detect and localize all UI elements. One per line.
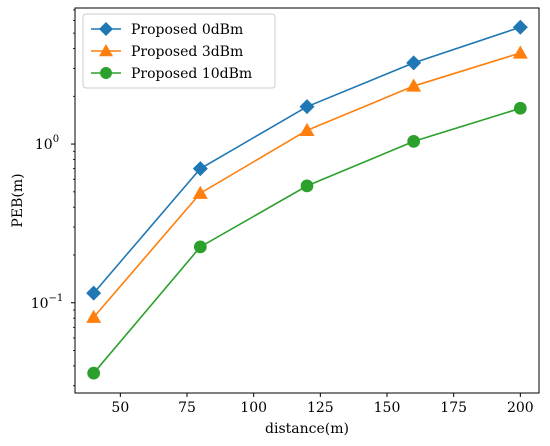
series-2 [86,45,528,323]
x-tick-label: 125 [307,400,334,416]
x-tick-label: 175 [440,400,467,416]
data-point-diamond [192,161,208,177]
x-axis-label: distance(m) [265,421,349,437]
legend: Proposed 0dBm Proposed 3dBm Proposed 10dBm [82,13,276,89]
data-point-triangle [406,78,422,92]
data-point-diamond [512,19,528,35]
x-tick-label: 200 [507,400,534,416]
plot-marks [86,19,528,380]
legend-box [82,13,276,89]
x-axis: 50 75 100 125 150 175 200 [111,393,534,416]
series-1 [86,19,528,301]
data-point-diamond [99,22,113,36]
x-tick-label: 50 [111,400,129,416]
legend-item: Proposed 0dBm [91,22,243,38]
legend-label: Proposed 10dBm [131,66,252,82]
data-point-triangle [512,45,528,59]
y-tick-label: 100 [35,134,59,153]
data-point-triangle [299,122,315,136]
y-tick-label: 10−1 [31,293,64,312]
y-axis: 10−1 100 [31,9,75,387]
series-3 [87,101,527,380]
legend-item: Proposed 3dBm [91,44,243,60]
legend-item: Proposed 10dBm [91,66,252,82]
data-point-diamond [299,99,315,115]
series-line [93,107,521,374]
data-point-diamond [406,55,422,71]
x-tick-label: 150 [374,400,401,416]
legend-label: Proposed 0dBm [131,22,243,38]
data-point-diamond [86,285,102,301]
data-point-circle [513,101,527,115]
y-axis-label: PEB(m) [10,173,26,227]
data-point-circle [407,134,421,148]
legend-label: Proposed 3dBm [131,44,243,60]
x-tick-label: 75 [178,400,196,416]
data-point-circle [193,240,207,254]
data-point-circle [87,366,101,380]
data-point-triangle [86,309,102,323]
data-point-triangle [99,44,113,57]
data-point-triangle [192,185,208,199]
plot-frame [74,7,540,394]
data-point-circle [300,179,314,193]
x-tick-label: 100 [240,400,267,416]
data-point-circle [100,67,112,79]
